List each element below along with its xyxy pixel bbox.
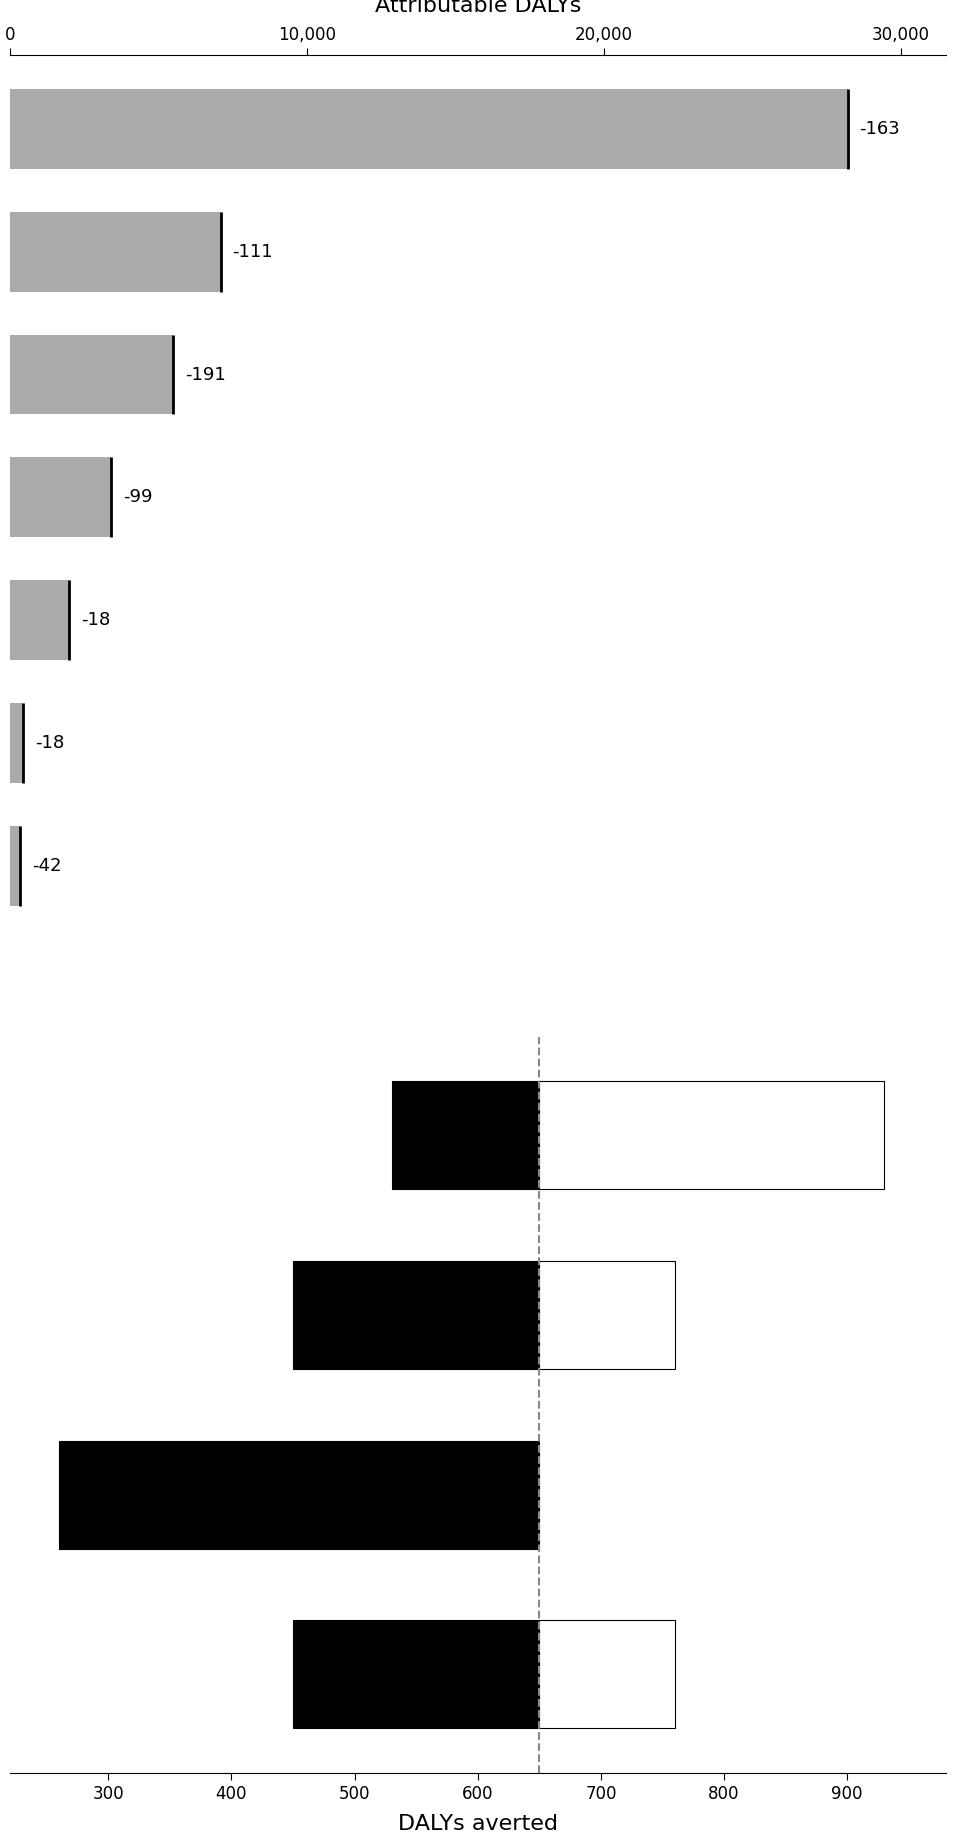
Bar <box>539 1620 675 1729</box>
Bar <box>539 1262 675 1369</box>
Bar <box>392 1082 539 1189</box>
Text: -42: -42 <box>32 857 61 875</box>
Text: -18: -18 <box>35 733 64 752</box>
Text: -163: -163 <box>860 120 900 139</box>
Bar <box>59 1441 539 1548</box>
Text: -111: -111 <box>233 242 273 260</box>
Bar <box>539 1082 884 1189</box>
Bar <box>10 580 69 659</box>
Bar <box>10 704 23 783</box>
Bar <box>293 1262 539 1369</box>
Bar <box>10 826 20 905</box>
X-axis label: Attributable DALYs: Attributable DALYs <box>374 0 581 17</box>
Bar <box>10 89 847 168</box>
Text: -18: -18 <box>81 611 110 630</box>
Text: -99: -99 <box>123 488 152 506</box>
Bar <box>10 458 111 537</box>
Bar <box>293 1620 539 1729</box>
Bar <box>10 212 220 292</box>
X-axis label: DALYs averted: DALYs averted <box>398 1814 558 1834</box>
Text: -191: -191 <box>185 366 226 384</box>
Bar <box>10 334 174 414</box>
